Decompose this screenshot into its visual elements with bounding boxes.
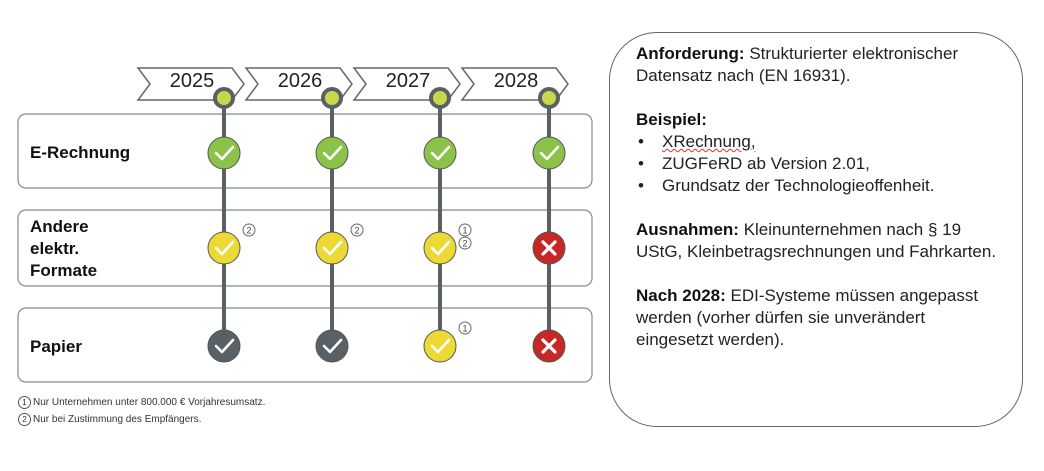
footnote-1: 1 Nur Unternehmen unter 800.000 € Vorjah… [18, 396, 265, 409]
row-box-andere-formate [17, 209, 593, 287]
checkmark [214, 240, 235, 256]
year-marker-2025 [213, 87, 235, 109]
info-exceptions-text: Kleinunternehmen nach § 19 UStG, Kleinbe… [636, 220, 997, 261]
footnote-ref-number: 2 [246, 226, 251, 236]
row-label-line: elektr. [30, 239, 80, 258]
year-label-2028: 2028 [493, 70, 539, 92]
year-marker-2027 [429, 87, 451, 109]
status-circle [207, 136, 241, 170]
footnote-ref: 2 [458, 236, 472, 250]
info-requirement-label: Anforderung: [636, 44, 745, 63]
footnote-mark: 2 [18, 413, 31, 426]
footnote-ref-circle [242, 223, 256, 237]
check-icon [423, 231, 457, 265]
info-example-item: ZUGFeRD ab Version 2.01, [636, 153, 1000, 175]
info-example-text: XRechnung, [662, 132, 756, 151]
row-label-line: E-Rechnung [30, 143, 131, 162]
row-box-e-rechnung [17, 113, 593, 189]
row-label-andere-formate: Andere elektr. Formate [30, 216, 97, 282]
checkmark [430, 240, 451, 256]
row-label-e-rechnung: E-Rechnung [30, 142, 130, 164]
info-box: Anforderung: Strukturierter elektronisch… [609, 32, 1023, 427]
cross-icon [532, 329, 566, 363]
status-circle [207, 231, 241, 265]
checkmark [322, 145, 343, 161]
status-circle [532, 136, 566, 170]
cross-mark [541, 338, 557, 354]
status-circle [423, 329, 457, 363]
check-icon [532, 136, 566, 170]
year-marker-2028 [538, 87, 560, 109]
footnote-text: Nur bei Zustimmung des Empfängers. [33, 414, 202, 425]
year-label-2027: 2027 [385, 70, 431, 92]
info-example-list: XRechnung, ZUGFeRD ab Version 2.01, Grun… [636, 131, 1000, 197]
info-example-text: Grundsatz der Technologieoffenheit. [662, 176, 935, 195]
check-icon [315, 329, 349, 363]
row-label-line: Formate [30, 261, 98, 280]
status-circle [315, 329, 349, 363]
checkmark [430, 145, 451, 161]
check-icon [207, 136, 241, 170]
footnote-ref: 2 [242, 223, 256, 237]
row-label-line: Andere [30, 217, 89, 236]
check-icon [207, 329, 241, 363]
row-label-line: Papier [30, 337, 82, 356]
info-example-text: ZUGFeRD ab Version 2.01, [662, 154, 870, 173]
footnote-ref-number: 1 [462, 324, 467, 334]
row-label-papier: Papier [30, 336, 82, 358]
status-cells: 2 2 1 2 1 [207, 136, 566, 363]
footnote-text: Nur Unternehmen unter 800.000 € Vorjahre… [33, 397, 266, 408]
checkmark [214, 338, 235, 354]
info-requirement-text: Strukturierter elektronischer Datensatz … [636, 44, 959, 85]
footnote-ref: 1 [458, 223, 472, 237]
footnote-ref-circle [458, 223, 472, 237]
info-example-heading: Beispiel: [636, 109, 1000, 131]
year-label-2026: 2026 [277, 70, 323, 92]
footnote-2: 2 Nur bei Zustimmung des Empfängers. [18, 413, 201, 426]
year-markers [213, 87, 560, 109]
status-circle [423, 231, 457, 265]
info-requirement: Anforderung: Strukturierter elektronisch… [636, 43, 1000, 87]
cross-mark [541, 240, 557, 256]
info-example-item: Grundsatz der Technologieoffenheit. [636, 175, 1000, 197]
footnote-ref-number: 1 [462, 226, 467, 236]
footnote-mark: 1 [18, 396, 31, 409]
info-after-label: Nach 2028: [636, 286, 726, 305]
check-icon [423, 136, 457, 170]
info-example-item: XRechnung, [636, 131, 1000, 153]
row-box-papier [17, 307, 593, 383]
info-example-label: Beispiel: [636, 110, 707, 129]
year-marker-2026 [321, 87, 343, 109]
check-icon [315, 231, 349, 265]
cross-icon [532, 231, 566, 265]
footnote-ref-circle [350, 223, 364, 237]
info-after-text: EDI-Systeme müssen angepasst werden (vor… [636, 286, 979, 349]
footnote-ref-circle [458, 236, 472, 250]
check-icon [207, 231, 241, 265]
footnote-ref-circle [458, 321, 472, 335]
checkmark [322, 338, 343, 354]
checkmark [430, 338, 451, 354]
year-label-2025: 2025 [169, 70, 215, 92]
info-after-2028: Nach 2028: EDI-Systeme müssen angepasst … [636, 285, 1000, 351]
check-icon [315, 136, 349, 170]
status-circle [207, 329, 241, 363]
footnote-ref: 2 [350, 223, 364, 237]
footnote-ref: 1 [458, 321, 472, 335]
status-circle [315, 231, 349, 265]
status-circle [423, 136, 457, 170]
footnote-ref-number: 2 [354, 226, 359, 236]
check-icon [423, 329, 457, 363]
footnote-ref-number: 2 [462, 239, 467, 249]
status-circle [315, 136, 349, 170]
checkmark [539, 145, 560, 161]
checkmark [322, 240, 343, 256]
info-exceptions: Ausnahmen: Kleinunternehmen nach § 19 US… [636, 219, 1000, 263]
checkmark [214, 145, 235, 161]
info-exceptions-label: Ausnahmen: [636, 220, 739, 239]
